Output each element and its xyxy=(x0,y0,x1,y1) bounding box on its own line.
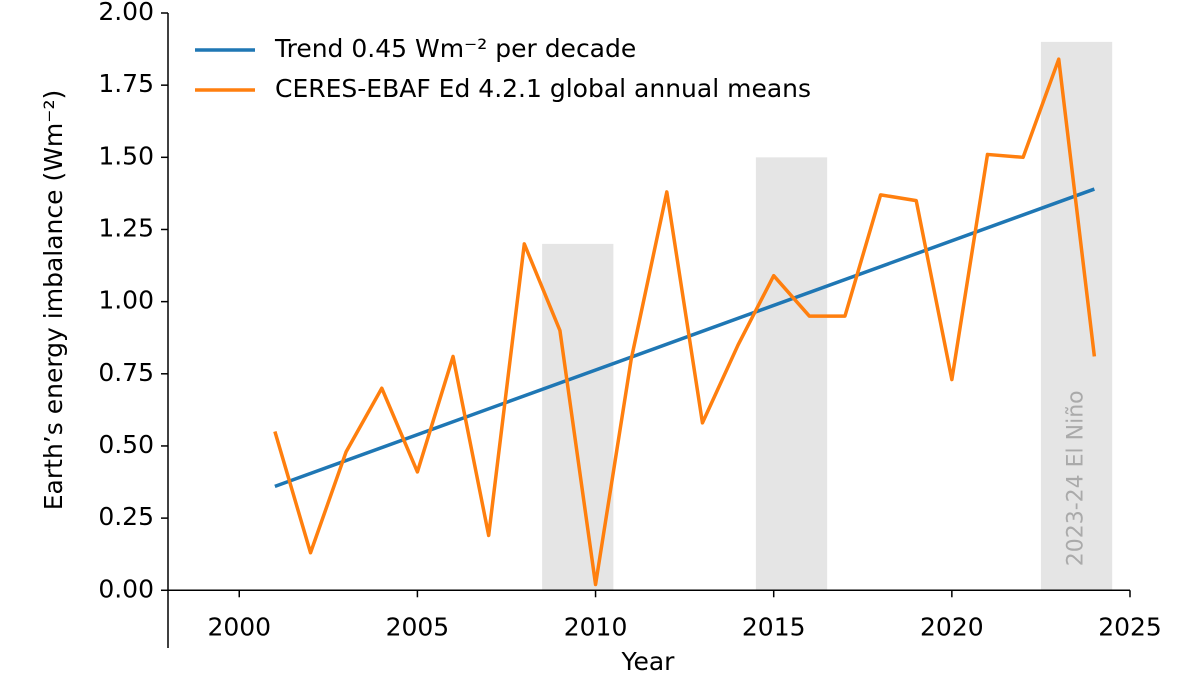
y-tick-label: 1.50 xyxy=(98,141,154,170)
x-tick-label: 2015 xyxy=(742,612,806,641)
x-axis-label: Year xyxy=(621,647,676,675)
y-tick-label: 1.75 xyxy=(98,69,154,98)
x-tick-label: 2010 xyxy=(564,612,628,641)
y-tick-label: 0.75 xyxy=(98,358,154,387)
shaded-region xyxy=(542,243,614,591)
y-tick-label: 0.00 xyxy=(98,574,154,603)
x-tick-label: 2020 xyxy=(920,612,984,641)
x-tick-label: 2005 xyxy=(386,612,450,641)
y-tick-label: 1.25 xyxy=(98,213,154,242)
series-line xyxy=(274,187,1095,489)
shaded-region xyxy=(755,157,828,591)
y-tick-label: 2.00 xyxy=(98,0,154,26)
annotation: 2023-24 El Niño xyxy=(1064,390,1089,566)
series-line xyxy=(273,57,1097,587)
legend-label: CERES-EBAF Ed 4.2.1 global annual means xyxy=(275,74,811,103)
y-tick-label: 0.50 xyxy=(98,430,154,459)
y-axis-label: Earth’s energy imbalance (Wm⁻²) xyxy=(39,90,68,510)
legend-label: Trend 0.45 Wm⁻² per decade xyxy=(274,34,636,63)
y-tick-label: 0.25 xyxy=(98,502,154,531)
x-tick-label: 2000 xyxy=(207,612,271,641)
x-tick-label: 2025 xyxy=(1098,612,1162,641)
shaded-region xyxy=(1040,41,1113,591)
y-tick-label: 1.00 xyxy=(98,286,154,315)
